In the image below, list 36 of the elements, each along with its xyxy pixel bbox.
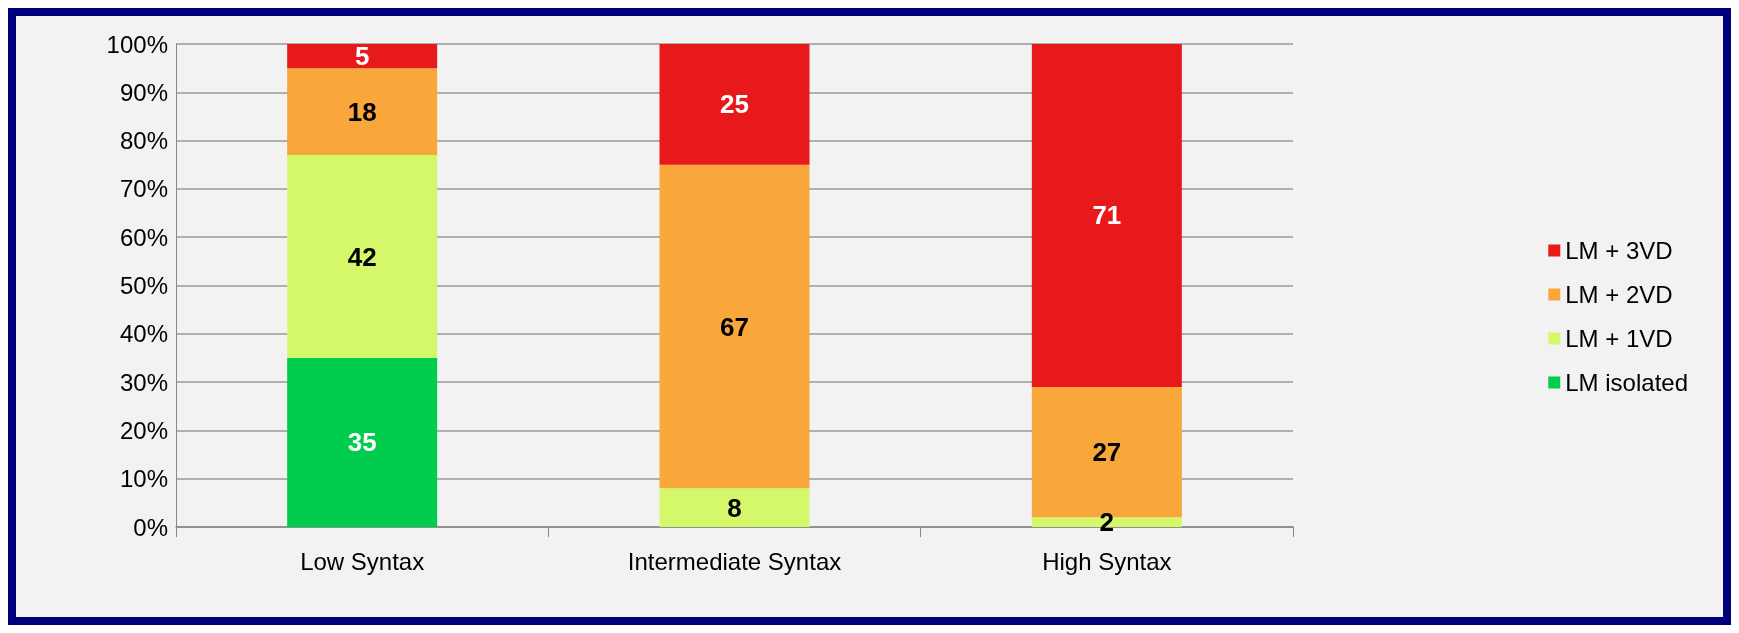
y-tick-label: 90% xyxy=(119,78,168,106)
bar xyxy=(659,488,810,527)
data-label: 8 xyxy=(727,492,742,523)
bar xyxy=(1031,44,1182,387)
data-label: 2 xyxy=(1099,507,1115,538)
legend-label: LM + 3VD xyxy=(1565,237,1673,264)
y-tick-label: 100% xyxy=(106,30,168,58)
legend-label: LM + 1VD xyxy=(1565,325,1673,352)
data-label: 18 xyxy=(347,96,377,127)
data-label: 71 xyxy=(1092,200,1122,231)
y-tick-label: 60% xyxy=(119,223,168,251)
data-label: 42 xyxy=(347,241,377,272)
y-tick-label: 70% xyxy=(119,175,168,203)
x-tick-label: High Syntax xyxy=(1042,547,1172,575)
y-tick-label: 40% xyxy=(119,320,168,348)
data-label: 27 xyxy=(1092,437,1122,468)
y-tick-label: 50% xyxy=(119,272,168,299)
data-label: 5 xyxy=(354,41,370,72)
bar xyxy=(287,68,438,156)
data-label: 67 xyxy=(720,311,749,342)
bar xyxy=(287,155,438,358)
bar xyxy=(287,44,438,69)
y-tick-label: 20% xyxy=(119,416,168,444)
y-tick-label: 0% xyxy=(133,513,168,541)
legend-label: LM isolated xyxy=(1565,369,1688,396)
x-tick-label: Intermediate Syntax xyxy=(627,547,842,575)
bar xyxy=(659,164,810,489)
legend-label: LM + 2VD xyxy=(1565,281,1673,308)
bar xyxy=(287,357,438,527)
y-tick-label: 10% xyxy=(119,465,168,493)
x-tick-label: Low Syntax xyxy=(300,547,425,575)
y-tick-label: 30% xyxy=(119,368,168,396)
data-label: 25 xyxy=(720,89,749,120)
bar xyxy=(659,44,810,165)
y-tick-label: 80% xyxy=(119,127,168,155)
data-label: 35 xyxy=(347,427,377,458)
